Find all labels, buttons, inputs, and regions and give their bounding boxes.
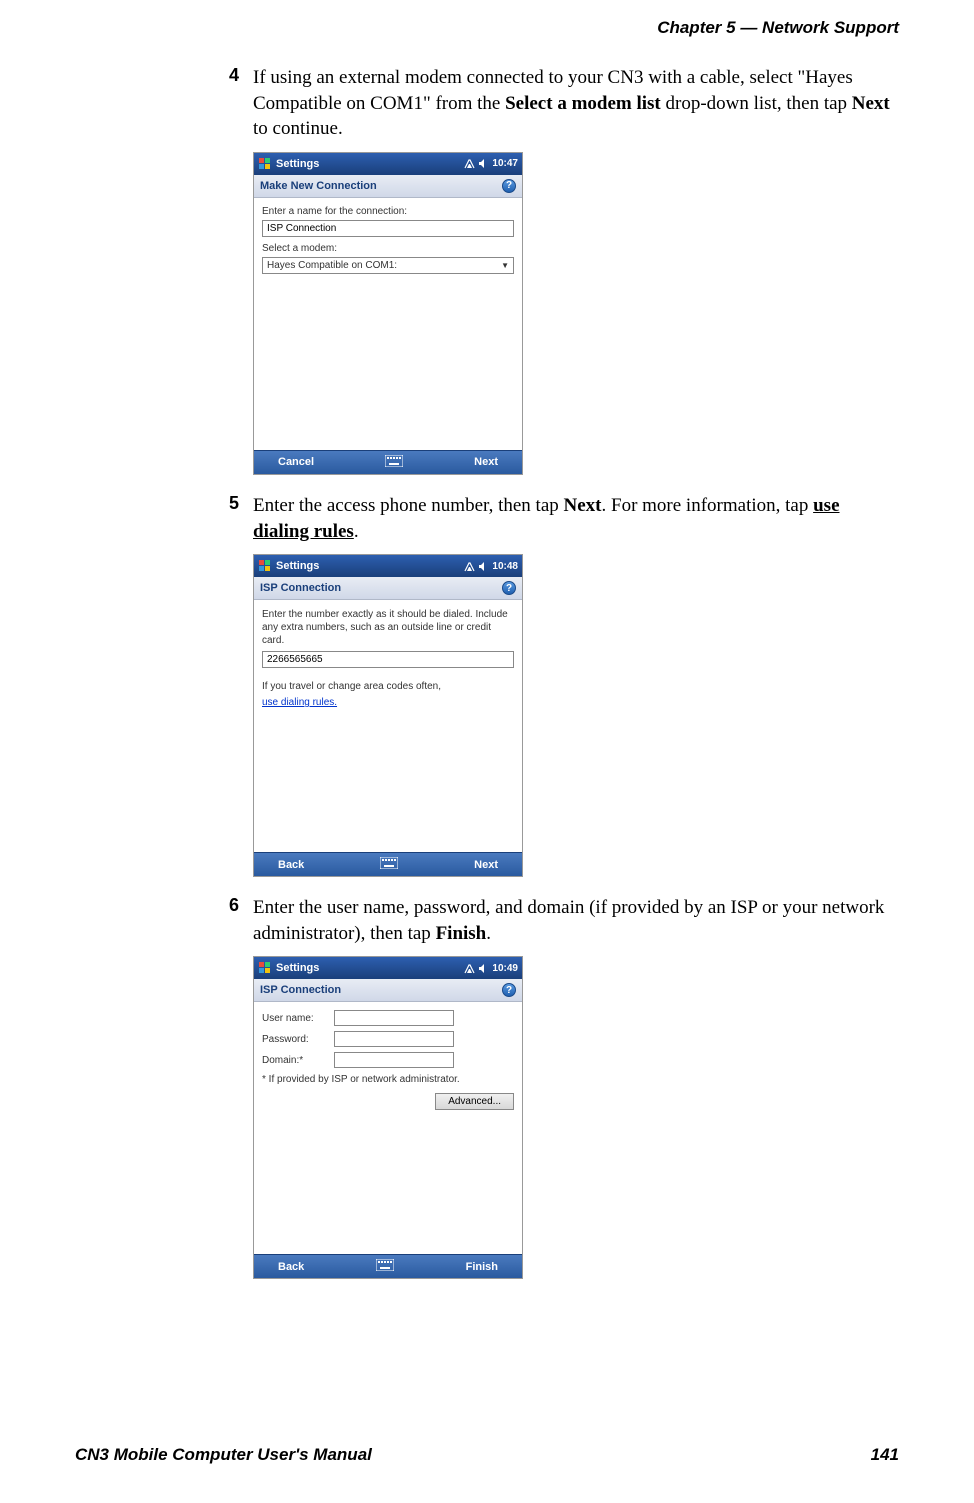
device2-status-icons: 10:48 (464, 561, 518, 572)
modem-select[interactable]: Hayes Compatible on COM1: ▼ (262, 257, 514, 274)
windows-flag-icon (258, 157, 272, 171)
device1-topbar: Settings 10:47 (254, 153, 522, 175)
chevron-down-icon: ▼ (501, 261, 509, 270)
advanced-button[interactable]: Advanced... (435, 1093, 514, 1110)
password-row: Password: (262, 1031, 514, 1047)
device3-time: 10:49 (492, 963, 518, 974)
modem-select-value: Hayes Compatible on COM1: (267, 260, 397, 271)
username-row: User name: (262, 1010, 514, 1026)
password-label: Password: (262, 1034, 334, 1045)
back-button[interactable]: Back (278, 1261, 304, 1273)
device2-time: 10:48 (492, 561, 518, 572)
device2-title: Settings (276, 560, 464, 572)
keyboard-icon[interactable] (376, 1259, 394, 1274)
domain-label: Domain:* (262, 1055, 334, 1066)
device2-travel-note: If you travel or change area codes often… (262, 680, 514, 693)
device3-title: Settings (276, 962, 464, 974)
device3-body: User name: Password: Domain:* * If provi… (254, 1002, 522, 1254)
domain-input[interactable] (334, 1052, 454, 1068)
connectivity-icon (464, 561, 475, 572)
step-6: 6 Enter the user name, password, and dom… (225, 895, 899, 1279)
device3-status-icons: 10:49 (464, 963, 518, 974)
device3-bottombar: Back Finish (254, 1254, 522, 1278)
keyboard-icon[interactable] (380, 857, 398, 872)
windows-flag-icon (258, 559, 272, 573)
step4-bold-b: Next (852, 93, 890, 114)
connectivity-icon (464, 963, 475, 974)
username-label: User name: (262, 1013, 334, 1024)
device2-topbar: Settings 10:48 (254, 555, 522, 577)
cancel-button[interactable]: Cancel (278, 456, 314, 468)
device2-window-title: ISP Connection (260, 582, 341, 594)
device1-time: 10:47 (492, 158, 518, 169)
device1-label-connection-name: Enter a name for the connection: (262, 206, 514, 217)
help-icon[interactable]: ? (502, 581, 516, 595)
device3-titlebar: ISP Connection ? (254, 979, 522, 1002)
username-input[interactable] (334, 1010, 454, 1026)
step-5: 5 Enter the access phone number, then ta… (225, 493, 899, 877)
page-footer: CN3 Mobile Computer User's Manual 141 (75, 1445, 899, 1465)
device-screenshot-2: Settings 10:48 ISP Connection ? Enter th… (253, 554, 523, 877)
device1-titlebar: Make New Connection ? (254, 175, 522, 198)
device-screenshot-3: Settings 10:49 ISP Connection ? User nam… (253, 956, 523, 1279)
speaker-icon (478, 963, 489, 974)
domain-row: Domain:* (262, 1052, 514, 1068)
step5-bold-a: Next (564, 495, 602, 516)
finish-button[interactable]: Finish (466, 1261, 498, 1273)
device2-instructions: Enter the number exactly as it should be… (262, 608, 514, 647)
device1-title: Settings (276, 158, 464, 170)
next-button[interactable]: Next (474, 456, 498, 468)
step4-bold-a: Select a modem list (505, 93, 661, 114)
step4-part-c: to continue. (253, 118, 343, 139)
step-number-4: 4 (225, 65, 239, 142)
device1-label-modem: Select a modem: (262, 243, 514, 254)
speaker-icon (478, 158, 489, 169)
footer-page-number: 141 (871, 1445, 899, 1465)
step5-part-a: Enter the access phone number, then tap (253, 495, 564, 516)
footer-manual-title: CN3 Mobile Computer User's Manual (75, 1445, 372, 1465)
windows-flag-icon (258, 961, 272, 975)
use-dialing-rules-link[interactable]: use dialing rules. (262, 697, 337, 708)
step-text-6: Enter the user name, password, and domai… (253, 895, 899, 946)
device2-titlebar: ISP Connection ? (254, 577, 522, 600)
help-icon[interactable]: ? (502, 983, 516, 997)
step-text-4: If using an external modem connected to … (253, 65, 899, 142)
main-content: 4 If using an external modem connected t… (0, 0, 974, 1279)
device2-bottombar: Back Next (254, 852, 522, 876)
step-number-5: 5 (225, 493, 239, 544)
speaker-icon (478, 561, 489, 572)
step6-part-a: Enter the user name, password, and domai… (253, 897, 884, 944)
step5-part-c: . (354, 521, 359, 542)
device1-status-icons: 10:47 (464, 158, 518, 169)
next-button[interactable]: Next (474, 859, 498, 871)
device2-body: Enter the number exactly as it should be… (254, 600, 522, 852)
keyboard-icon[interactable] (385, 455, 403, 470)
device1-window-title: Make New Connection (260, 180, 377, 192)
step-number-6: 6 (225, 895, 239, 946)
password-input[interactable] (334, 1031, 454, 1047)
connectivity-icon (464, 158, 475, 169)
step6-part-b: . (486, 923, 491, 944)
device-screenshot-1: Settings 10:47 Make New Connection ? Ent… (253, 152, 523, 475)
step-text-5: Enter the access phone number, then tap … (253, 493, 899, 544)
page-header: Chapter 5 — Network Support (657, 18, 899, 38)
step5-part-b: . For more information, tap (602, 495, 814, 516)
device1-bottombar: Cancel Next (254, 450, 522, 474)
connection-name-input[interactable] (262, 220, 514, 237)
device1-body: Enter a name for the connection: Select … (254, 198, 522, 450)
device3-note: * If provided by ISP or network administ… (262, 1074, 514, 1085)
phone-number-input[interactable] (262, 651, 514, 668)
device3-window-title: ISP Connection (260, 984, 341, 996)
back-button[interactable]: Back (278, 859, 304, 871)
step4-part-b: drop-down list, then tap (661, 93, 852, 114)
help-icon[interactable]: ? (502, 179, 516, 193)
step-4: 4 If using an external modem connected t… (225, 65, 899, 475)
device3-topbar: Settings 10:49 (254, 957, 522, 979)
step6-bold-a: Finish (436, 923, 487, 944)
